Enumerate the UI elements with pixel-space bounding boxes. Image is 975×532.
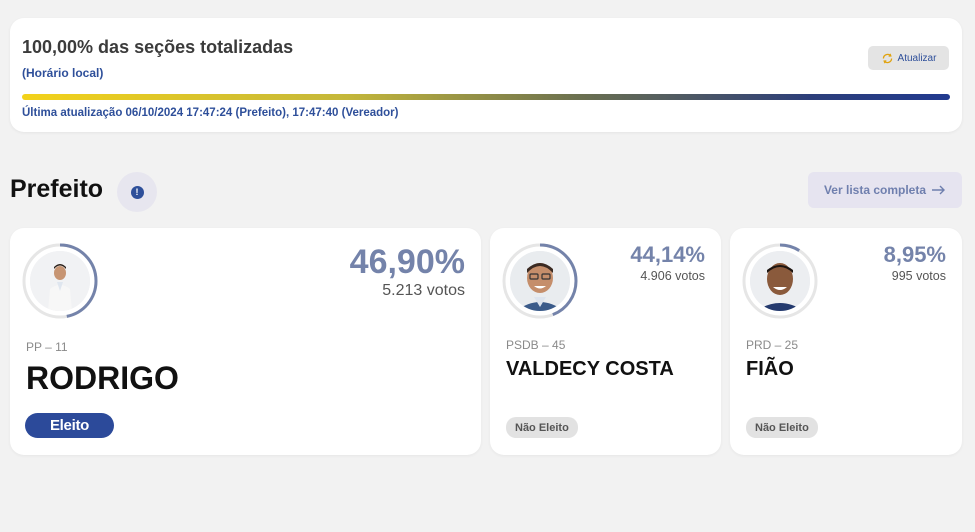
vote-count: 995 votos	[891, 269, 946, 283]
candidate-photo	[510, 251, 570, 311]
candidate-photo	[750, 251, 810, 311]
info-icon: !	[130, 185, 144, 199]
full-list-button[interactable]: Ver lista completa	[808, 172, 962, 208]
candidate-card[interactable]: 8,95% 995 votos PRD – 25 FIÃO Não Eleito	[730, 228, 962, 455]
arrow-right-icon	[932, 185, 946, 195]
info-button[interactable]: !	[117, 172, 157, 212]
refresh-label: Atualizar	[897, 52, 937, 64]
refresh-icon	[882, 53, 892, 63]
last-update-text: Última atualização 06/10/2024 17:47:24 (…	[22, 107, 399, 119]
party-number: PP – 11	[26, 340, 68, 354]
vote-count: 4.906 votos	[640, 269, 705, 283]
party-number: PSDB – 45	[506, 338, 566, 352]
candidate-name: RODRIGO	[26, 360, 179, 396]
local-time-note: (Horário local)	[22, 66, 104, 80]
not-elected-badge: Não Eleito	[746, 417, 818, 438]
vote-share-ring	[742, 243, 818, 319]
not-elected-badge: Não Eleito	[506, 417, 578, 438]
totalization-status-card: 100,00% das seções totalizadas (Horário …	[10, 18, 962, 132]
party-number: PRD – 25	[746, 338, 799, 352]
candidate-name: VALDECY COSTA	[506, 358, 674, 380]
candidate-avatar	[502, 243, 578, 319]
candidate-name: FIÃO	[746, 358, 794, 380]
refresh-button[interactable]: Atualizar	[868, 46, 949, 70]
vote-percentage: 44,14%	[630, 242, 705, 267]
vote-percentage: 46,90%	[349, 243, 465, 281]
candidate-card[interactable]: 44,14% 4.906 votos PSDB – 45 VALDECY COS…	[490, 228, 721, 455]
candidate-avatar	[22, 243, 98, 319]
totalization-progress-bar	[22, 94, 950, 100]
candidate-avatar	[742, 243, 818, 319]
full-list-label: Ver lista completa	[823, 183, 927, 197]
vote-share-ring	[22, 243, 98, 319]
candidate-card[interactable]: 46,90% 5.213 votos PP – 11 RODRIGO Eleit…	[10, 228, 481, 455]
section-title: Prefeito	[10, 175, 104, 203]
elected-badge: Eleito	[25, 413, 114, 438]
candidate-photo	[30, 251, 90, 311]
vote-share-ring	[502, 243, 578, 319]
totalization-title: 100,00% das seções totalizadas	[22, 37, 294, 57]
vote-count: 5.213 votos	[382, 282, 465, 299]
vote-percentage: 8,95%	[883, 242, 946, 267]
